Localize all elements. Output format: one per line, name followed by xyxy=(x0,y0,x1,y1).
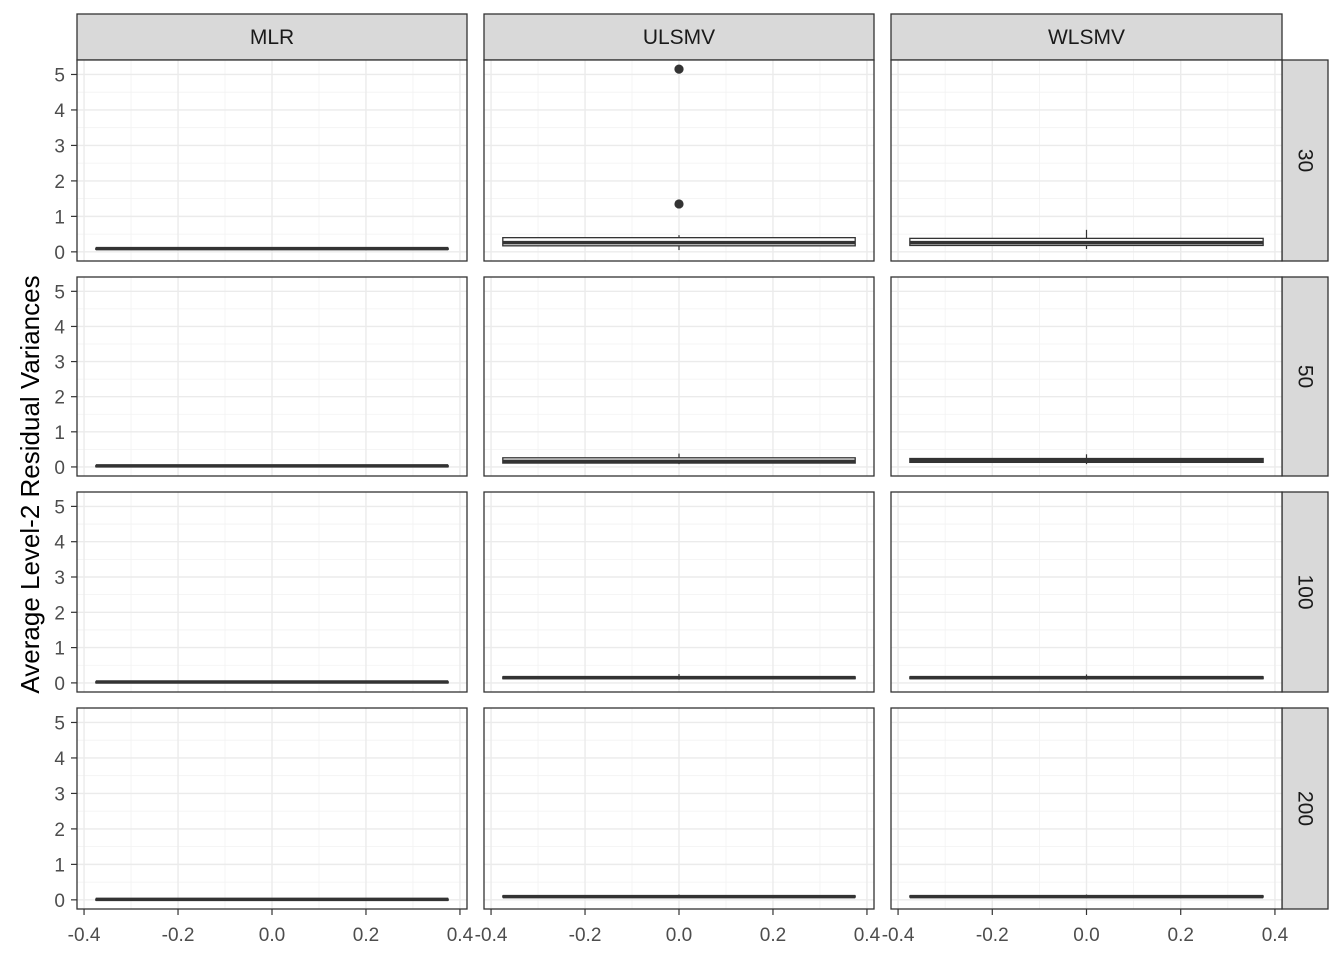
y-tick-label: 3 xyxy=(54,136,65,157)
y-tick-label: 1 xyxy=(54,207,65,228)
panel-ulsmv-200 xyxy=(483,707,875,910)
strip-row-50 xyxy=(1281,276,1329,477)
panel-mlr-200 xyxy=(76,707,468,910)
y-tick-label: 4 xyxy=(54,749,65,770)
x-tick-label: -0.2 xyxy=(162,925,195,946)
panel-ulsmv-100 xyxy=(483,491,875,693)
strip-row-label-30: 30 xyxy=(1294,149,1317,172)
panel-border xyxy=(483,276,875,477)
strip-label-ulsmv: ULSMV xyxy=(643,26,715,49)
panel-wlsmv-100 xyxy=(890,491,1283,693)
x-tick-label: 0.4 xyxy=(447,925,474,946)
y-tick-label: 4 xyxy=(54,317,65,338)
strip-row-label-100: 100 xyxy=(1294,574,1317,609)
panel-wlsmv-50 xyxy=(890,276,1283,477)
y-tick-label: 2 xyxy=(54,388,65,409)
panel-border xyxy=(483,491,875,693)
boxplot-wlsmv-50 xyxy=(909,454,1264,465)
panel-ulsmv-30 xyxy=(483,59,875,262)
strip-row-200 xyxy=(1281,707,1329,910)
x-tick-label: 0.4 xyxy=(854,925,881,946)
y-tick-label: 2 xyxy=(54,820,65,841)
x-tick-label: 0.0 xyxy=(1073,925,1099,946)
boxplot-wlsmv-100 xyxy=(909,674,1264,680)
boxplot-mlr-50 xyxy=(95,464,449,468)
panel-wlsmv-200 xyxy=(890,707,1283,910)
y-tick-label: 1 xyxy=(54,639,65,660)
strip-label-wlsmv: WLSMV xyxy=(1048,26,1125,49)
outlier-point xyxy=(674,199,684,209)
y-tick-label: 0 xyxy=(54,458,65,479)
panel-border xyxy=(76,491,468,693)
boxplot-mlr-30 xyxy=(95,246,449,251)
panel-border xyxy=(483,59,875,262)
panel-mlr-30 xyxy=(76,59,468,262)
boxplot-wlsmv-30 xyxy=(909,229,1264,250)
y-tick-label: 5 xyxy=(54,497,65,518)
panel-mlr-100 xyxy=(76,491,468,693)
x-tick-label: 0.2 xyxy=(353,925,379,946)
boxplot-ulsmv-200 xyxy=(502,894,856,899)
y-tick-label: 0 xyxy=(54,674,65,695)
x-tick-label: 0.4 xyxy=(1262,925,1289,946)
y-tick-label: 1 xyxy=(54,423,65,444)
x-tick-label: 0.0 xyxy=(666,925,692,946)
boxplot-mlr-200 xyxy=(95,897,449,902)
strip-ulsmv xyxy=(483,13,875,61)
boxplot-ulsmv-50 xyxy=(502,453,856,465)
y-tick-label: 5 xyxy=(54,282,65,303)
boxplot-ulsmv-30 xyxy=(502,64,856,251)
strip-row-label-50: 50 xyxy=(1294,365,1317,388)
x-tick-label: 0.2 xyxy=(760,925,786,946)
y-tick-label: 3 xyxy=(54,568,65,589)
y-tick-label: 0 xyxy=(54,243,65,264)
y-tick-label: 5 xyxy=(54,65,65,86)
panel-border xyxy=(890,59,1283,262)
y-tick-label: 1 xyxy=(54,855,65,876)
panel-border xyxy=(890,491,1283,693)
boxplot-ulsmv-100 xyxy=(502,674,856,680)
strip-wlsmv xyxy=(890,13,1283,61)
x-tick-label: -0.2 xyxy=(976,925,1009,946)
panel-border xyxy=(76,276,468,477)
boxplot-wlsmv-200 xyxy=(909,894,1264,899)
y-tick-label: 5 xyxy=(54,713,65,734)
panel-mlr-50 xyxy=(76,276,468,477)
strip-row-label-200: 200 xyxy=(1294,791,1317,826)
x-tick-label: -0.4 xyxy=(68,925,101,946)
panel-wlsmv-30 xyxy=(890,59,1283,262)
x-tick-label: 0.0 xyxy=(259,925,285,946)
panel-border xyxy=(76,59,468,262)
strip-label-mlr: MLR xyxy=(250,26,294,49)
panel-ulsmv-50 xyxy=(483,276,875,477)
y-tick-label: 2 xyxy=(54,603,65,624)
panel-border xyxy=(890,276,1283,477)
y-tick-label: 4 xyxy=(54,533,65,554)
x-tick-label: -0.4 xyxy=(882,925,915,946)
y-tick-label: 2 xyxy=(54,172,65,193)
x-tick-label: -0.4 xyxy=(475,925,508,946)
y-tick-label: 3 xyxy=(54,353,65,374)
x-tick-label: 0.2 xyxy=(1168,925,1194,946)
y-axis-title: Average Level-2 Residual Variances xyxy=(15,275,45,693)
outlier-point xyxy=(674,64,684,74)
boxplot-mlr-100 xyxy=(95,680,449,684)
y-tick-label: 4 xyxy=(54,101,65,122)
x-tick-label: -0.2 xyxy=(569,925,602,946)
strip-row-30 xyxy=(1281,59,1329,262)
y-tick-label: 3 xyxy=(54,784,65,805)
strip-mlr xyxy=(76,13,468,61)
y-tick-label: 0 xyxy=(54,891,65,912)
